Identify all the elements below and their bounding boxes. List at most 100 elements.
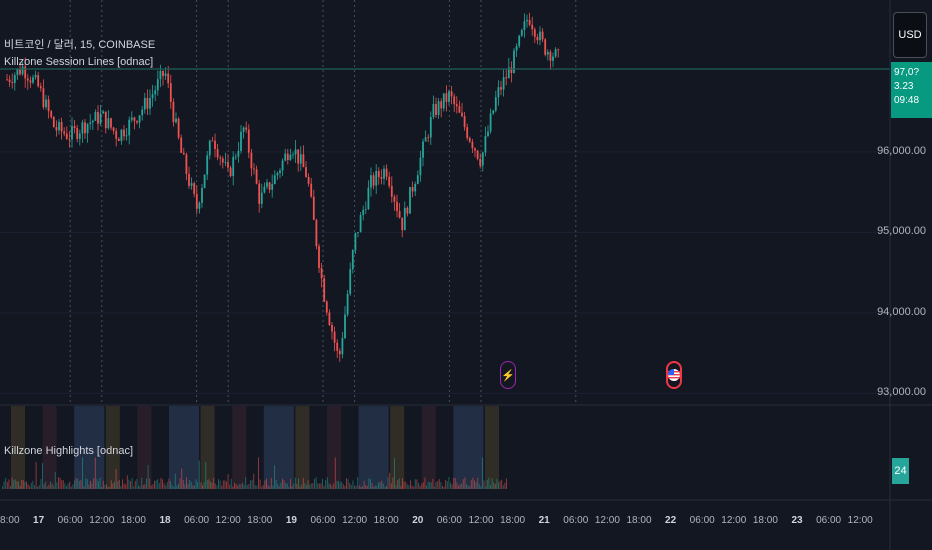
time-axis-label: 22 — [665, 515, 677, 526]
candle-body — [333, 331, 336, 343]
candle-body — [203, 174, 206, 188]
last-price-value: 97,0?3.23 — [894, 67, 920, 92]
indicator-bar — [419, 485, 421, 489]
indicator-bar — [368, 478, 370, 489]
candle-body — [240, 131, 242, 151]
indicator-bar — [363, 480, 365, 489]
indicator-bar — [387, 477, 389, 489]
candle-body — [331, 324, 333, 332]
time-axis-label: 12:00 — [847, 515, 873, 526]
indicator-bar — [123, 483, 125, 489]
indicator-value-label: 24 — [892, 458, 909, 484]
time-axis-label: 06:00 — [310, 515, 336, 526]
candle-body — [242, 127, 245, 132]
indicator-bar — [325, 479, 327, 489]
candle-body — [146, 98, 149, 109]
candle-body — [411, 187, 414, 192]
indicator-bar — [406, 484, 408, 489]
highlight-band — [200, 406, 215, 489]
indicator-bar — [165, 485, 167, 489]
candle-body — [154, 90, 157, 95]
indicator-bar — [203, 482, 205, 489]
highlight-band — [453, 406, 484, 489]
time-axis-label: 19 — [285, 515, 297, 526]
indicator-bar — [330, 484, 331, 489]
candle-body — [164, 73, 167, 77]
indicator-bar — [410, 480, 411, 489]
candle-body — [13, 75, 16, 83]
candle-body — [159, 70, 162, 80]
indicator-bar — [126, 475, 128, 489]
indicator-bar — [187, 483, 189, 489]
indicator-bar — [101, 486, 103, 489]
indicator-bar — [152, 484, 154, 489]
indicator-bar — [472, 477, 474, 489]
candle-body — [354, 233, 357, 251]
indicator-bar — [133, 486, 135, 489]
time-axis-label: 18:00 — [0, 515, 20, 526]
candle-body — [292, 154, 294, 156]
candle-body — [307, 176, 310, 184]
candle-body — [536, 36, 539, 41]
indicator-bar — [302, 477, 304, 489]
indicator-bar — [58, 477, 59, 489]
candle-body — [29, 80, 32, 83]
candle-body — [468, 138, 471, 142]
indicator-bar — [16, 481, 18, 489]
candle-body — [172, 101, 175, 123]
indicator-bar — [202, 485, 203, 489]
indicator-bar — [310, 483, 312, 489]
indicator-bar — [216, 485, 218, 489]
candle-body — [481, 152, 484, 166]
candle-body — [110, 118, 112, 128]
candle-body — [328, 312, 331, 325]
indicator-bar — [358, 485, 360, 489]
candle-body — [19, 68, 21, 75]
indicator-bar — [355, 485, 357, 489]
indicator-bar — [394, 458, 395, 489]
indicator-bar — [243, 485, 245, 489]
indicator-bar — [118, 479, 120, 489]
indicator-bar — [315, 477, 317, 489]
indicator-bar — [254, 485, 256, 489]
indicator-bar — [491, 478, 493, 489]
symbol-legend[interactable]: 비트코인 / 달러, 15, COINBASE — [4, 39, 156, 51]
us-flag-icon[interactable] — [666, 361, 682, 389]
indicator-bar — [469, 486, 471, 489]
indicator-bar — [72, 484, 74, 489]
currency-button[interactable]: USD — [893, 12, 927, 58]
candle-body — [271, 183, 274, 190]
time-axis-label: 12:00 — [594, 515, 620, 526]
indicator-bar — [278, 486, 280, 489]
indicator-legend-session-lines[interactable]: Killzone Session Lines [odnac] — [4, 56, 154, 68]
candle-body — [107, 118, 110, 129]
candle-body — [497, 87, 500, 98]
indicator-legend-highlights[interactable]: Killzone Highlights [odnac] — [4, 445, 134, 457]
indicator-bar — [74, 480, 75, 489]
highlight-band — [74, 406, 105, 489]
candle-body — [432, 104, 435, 118]
indicator-bar — [219, 480, 221, 489]
indicator-bar — [214, 483, 216, 489]
candle-body — [151, 94, 154, 99]
indicator-bar — [34, 485, 35, 489]
indicator-bar — [21, 479, 23, 489]
candle-body — [120, 129, 123, 142]
indicator-bar — [478, 484, 480, 489]
candle-body — [195, 193, 198, 209]
lightning-icon[interactable]: ⚡ — [500, 361, 516, 389]
candle-body — [180, 137, 183, 153]
candle-body — [318, 246, 320, 269]
candle-body — [398, 211, 401, 218]
candle-body — [299, 154, 302, 164]
indicator-bar — [24, 481, 26, 489]
indicator-bar — [378, 482, 379, 489]
indicator-bar — [318, 483, 320, 489]
indicator-bar — [312, 483, 314, 489]
indicator-bar — [448, 477, 450, 489]
candle-body — [219, 157, 222, 159]
time-axis-label: 20 — [412, 515, 424, 526]
candle-body — [276, 173, 279, 176]
time-axis-label: 06:00 — [816, 515, 842, 526]
